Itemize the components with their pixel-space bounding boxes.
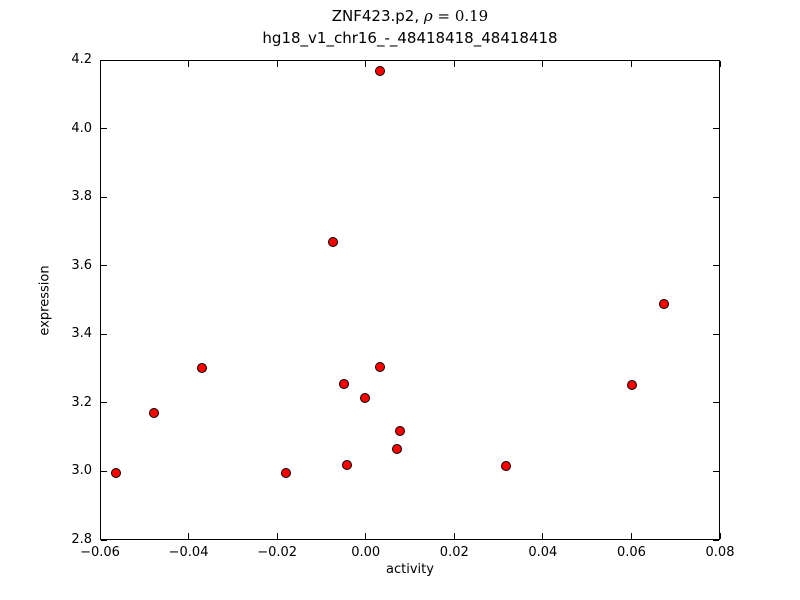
x-tick-label: −0.06: [80, 545, 120, 560]
x-tick-label: 0.02: [439, 545, 469, 560]
x-tick-label: 0.06: [616, 545, 646, 560]
rho-value: = 0.19: [432, 7, 489, 25]
y-tick-right: [713, 265, 719, 267]
x-tick-label: 0.04: [528, 545, 558, 560]
x-tick-bottom: [276, 533, 278, 539]
x-tick-top: [453, 61, 455, 67]
y-tick-right: [713, 196, 719, 198]
x-tick-label: 0.08: [705, 545, 735, 560]
x-tick-bottom: [188, 533, 190, 539]
chart-title-gene: ZNF423.p2,: [331, 7, 424, 25]
chart-title-line2: hg18_v1_chr16_-_48418418_48418418: [262, 29, 558, 47]
x-tick-top: [188, 61, 190, 67]
data-point: [110, 468, 121, 479]
x-tick-top: [630, 61, 632, 67]
y-tick-left: [101, 470, 107, 472]
x-tick-top: [99, 61, 101, 67]
x-tick-bottom: [630, 533, 632, 539]
chart-title: ZNF423.p2, ρ = 0.19 hg18_v1_chr16_-_4841…: [100, 5, 720, 49]
x-tick-top: [276, 61, 278, 67]
y-tick-left: [101, 196, 107, 198]
data-point: [281, 468, 291, 479]
data-point: [196, 362, 207, 373]
data-point: [394, 425, 405, 436]
data-point: [392, 443, 403, 454]
y-tick-label: 4.0: [71, 120, 92, 136]
y-tick-label: 3.8: [71, 189, 92, 205]
data-point: [327, 237, 338, 248]
data-point: [359, 393, 370, 404]
y-tick-right: [713, 333, 719, 335]
y-tick-label: 3.6: [71, 257, 92, 273]
data-point: [339, 378, 349, 389]
y-tick-label: 3.4: [71, 326, 92, 342]
y-tick-label: 4.2: [71, 52, 92, 67]
data-point: [342, 459, 353, 470]
y-tick-right: [713, 402, 719, 404]
y-tick-label: 3.0: [71, 463, 92, 479]
y-axis-label: expression: [37, 265, 53, 336]
x-tick-label: −0.02: [257, 545, 298, 560]
data-point: [500, 461, 511, 472]
x-axis-label: activity: [386, 562, 434, 577]
x-tick-bottom: [365, 533, 367, 539]
y-tick-right: [713, 59, 719, 61]
y-tick-left: [101, 128, 107, 130]
y-tick-label: 3.2: [71, 394, 92, 410]
y-tick-left: [101, 333, 107, 335]
x-tick-top: [719, 61, 721, 67]
x-tick-bottom: [99, 533, 101, 539]
data-point: [149, 408, 160, 419]
x-tick-top: [365, 61, 367, 67]
y-tick-right: [713, 470, 719, 472]
y-tick-right: [713, 539, 719, 541]
x-tick-bottom: [453, 533, 455, 539]
plot-area: [100, 60, 720, 540]
y-tick-left: [101, 402, 107, 404]
data-point: [374, 361, 385, 372]
rho-symbol: ρ: [423, 7, 433, 25]
y-tick-left: [101, 59, 107, 61]
y-tick-left: [101, 539, 107, 541]
x-tick-label: 0.00: [351, 545, 381, 560]
data-point: [374, 65, 385, 76]
y-tick-right: [713, 128, 719, 130]
data-point: [626, 380, 637, 391]
x-tick-top: [542, 61, 544, 67]
x-tick-label: −0.04: [168, 545, 209, 560]
x-tick-bottom: [542, 533, 544, 539]
x-tick-bottom: [719, 533, 721, 539]
data-point: [659, 299, 670, 310]
chart-title-rho-expression: ρ = 0.19: [424, 7, 488, 25]
y-tick-left: [101, 265, 107, 267]
chart-title-line1: ZNF423.p2, ρ = 0.19: [100, 5, 720, 27]
y-tick-label: 2.8: [71, 532, 92, 547]
